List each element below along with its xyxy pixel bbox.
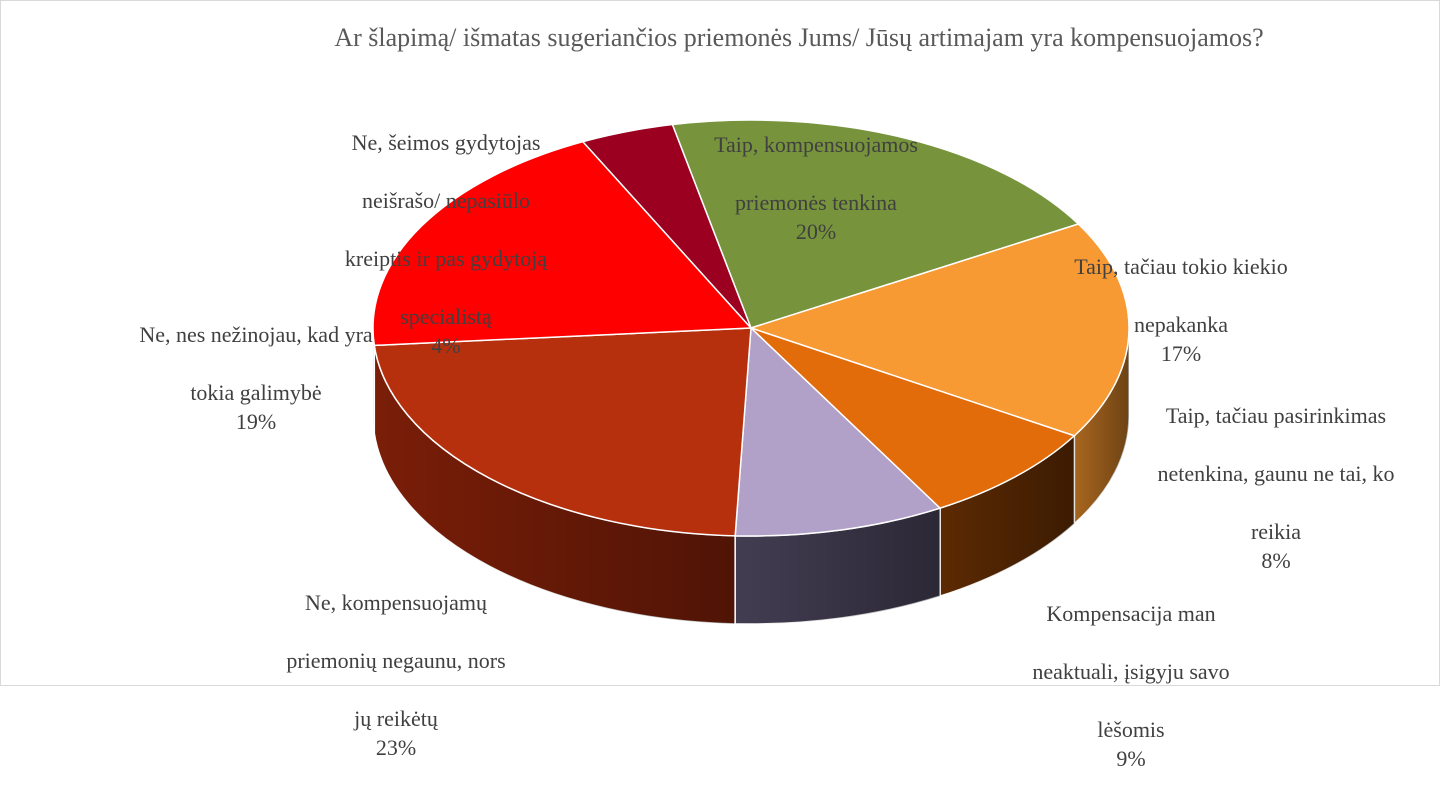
slice-value: 9% xyxy=(1116,746,1146,771)
slice-label-text: specialistą xyxy=(400,304,492,329)
pie-slice-ne-s-eimos-gydytojas-neis-ras- xyxy=(581,123,752,329)
slice-value: 4% xyxy=(431,333,461,358)
slice-label-taip-nepakanka: Taip, tačiau tokio kiekio nepakanka 17% xyxy=(1041,223,1321,397)
slice-label-text: kreiptis ir pas gydytoją xyxy=(344,246,548,271)
slice-label-text: Ne, nes nežinojau, kad yra xyxy=(139,322,373,347)
slice-label-text: Taip, tačiau pasirinkimas xyxy=(1165,403,1387,428)
pie-side-shade xyxy=(374,345,736,624)
pie-slice-kompensacija-man-neaktuali-i-s xyxy=(734,326,942,537)
pie-slice-taip-tac-iau-tokio-kiekio-nepa xyxy=(748,223,1130,437)
slice-label-text: neišrašo/ nepasiūlo xyxy=(361,188,531,213)
slice-label-negaunu: Ne, kompensuojamų priemonių negaunu, nor… xyxy=(251,559,541,791)
slice-label-nezinojau: Ne, nes nežinojau, kad yra tokia galimyb… xyxy=(111,291,401,465)
slice-label-text: priemonių negaunu, nors xyxy=(286,648,506,673)
slice-value: 23% xyxy=(375,735,417,760)
slice-label-text: Taip, kompensuojamos xyxy=(714,132,918,157)
pie-side-shade xyxy=(940,435,1075,597)
slice-value: 20% xyxy=(795,219,837,244)
slice-label-text: lėšomis xyxy=(1097,717,1165,742)
slice-label-text: priemonės tenkina xyxy=(735,190,897,215)
slice-value: 8% xyxy=(1261,548,1291,573)
pie-slice-ne-nes-nez-inojau-kad-yra-toki xyxy=(372,140,753,347)
slice-value: 17% xyxy=(1160,341,1202,366)
slice-label-text: tokia galimybė xyxy=(190,380,322,405)
pie-slice-taip-kompensuojamos-priemone-s xyxy=(671,119,1080,329)
slice-label-text: Ne, kompensuojamų xyxy=(304,590,488,615)
slice-label-text: Kompensacija man xyxy=(1046,601,1216,626)
pie-side-shade xyxy=(735,508,940,624)
slice-label-seimos-gydytojas: Ne, šeimos gydytojas neišrašo/ nepasiūlo… xyxy=(311,99,581,389)
slice-label-text: netenkina, gaunu ne tai, ko xyxy=(1157,461,1395,486)
pie-slice-taip-tac-iau-pasirinkimas-nete xyxy=(750,327,1076,509)
slice-value: 19% xyxy=(235,409,277,434)
pie-chart xyxy=(372,119,1130,625)
chart-frame: Ar šlapimą/ išmatas sugeriančios priemon… xyxy=(0,0,1440,771)
slice-label-neaktuali: Kompensacija man neaktuali, įsigyju savo… xyxy=(1001,570,1261,802)
slice-label-text: reikia xyxy=(1250,519,1302,544)
pie-side-shade xyxy=(1074,328,1129,524)
slice-label-text: jų reikėtų xyxy=(354,706,438,731)
slice-label-text: Ne, šeimos gydytojas xyxy=(351,130,541,155)
slice-label-text: neaktuali, įsigyju savo xyxy=(1032,659,1230,684)
slice-label-text: nepakanka xyxy=(1133,312,1229,337)
chart-title: Ar šlapimą/ išmatas sugeriančios priemon… xyxy=(334,23,1264,52)
slice-label-taip-netenkina: Taip, tačiau pasirinkimas netenkina, gau… xyxy=(1131,372,1421,604)
slice-label-text: Taip, tačiau tokio kiekio xyxy=(1074,254,1288,279)
pie-slice-ne-kompensuojamu-priemoniu-neg xyxy=(373,327,752,537)
slice-label-taip-tenkina: Taip, kompensuojamos priemonės tenkina 2… xyxy=(681,101,951,275)
